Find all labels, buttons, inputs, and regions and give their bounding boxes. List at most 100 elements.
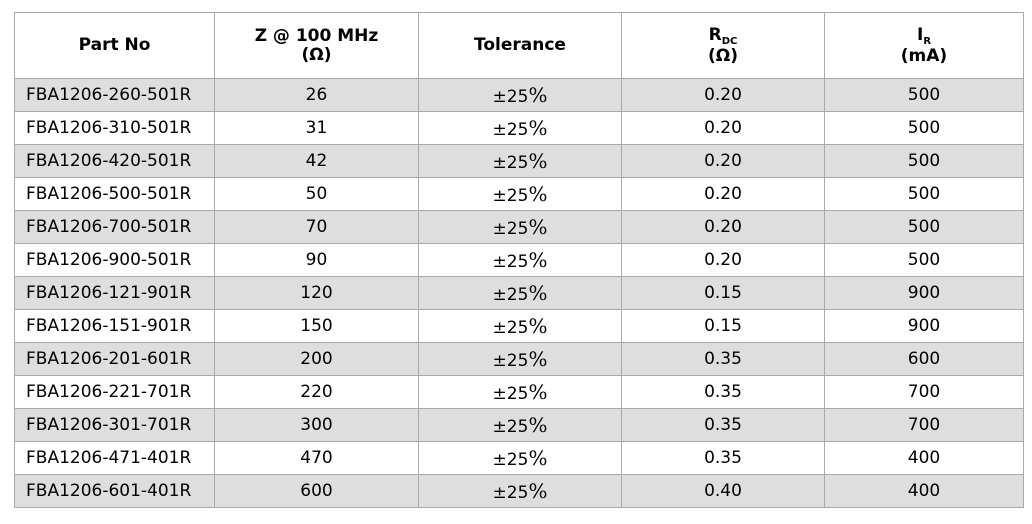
cell-part-no: FBA1206-601-401R — [14, 474, 215, 508]
cell-tolerance: ±25% — [418, 474, 622, 508]
header-rdc-unit: (Ω) — [708, 45, 738, 66]
header-part-no: Part No — [14, 12, 215, 79]
table-body: FBA1206-260-501R 26 ±25% 0.20 500 FBA1206-310… — [14, 78, 1024, 508]
table-row: FBA1206-471-401R 470 ±25% 0.35 400 — [14, 441, 1024, 475]
cell-tolerance: ±25% — [418, 111, 622, 145]
header-rdc: RDC (Ω) — [621, 12, 825, 79]
tolerance-sign: ± — [492, 318, 507, 338]
cell-rdc: 0.15 — [621, 276, 825, 310]
cell-ir: 600 — [824, 342, 1024, 376]
header-row: Part No Z @ 100 MHz (Ω) Tolerance RDC (Ω… — [14, 12, 1024, 79]
tolerance-value: 25 — [506, 186, 529, 206]
table-row: FBA1206-420-501R 42 ±25% 0.20 500 — [14, 144, 1024, 178]
tolerance-value: 25 — [506, 483, 529, 503]
cell-ir: 500 — [824, 177, 1024, 211]
table-row: FBA1206-260-501R 26 ±25% 0.20 500 — [14, 78, 1024, 112]
table-row: FBA1206-700-501R 70 ±25% 0.20 500 — [14, 210, 1024, 244]
table-row: FBA1206-121-901R 120 ±25% 0.15 900 — [14, 276, 1024, 310]
ferrite-bead-spec-table: Part No Z @ 100 MHz (Ω) Tolerance RDC (Ω… — [14, 12, 1024, 508]
tolerance-sign: ± — [492, 417, 507, 437]
header-impedance-label: Z @ 100 MHz — [254, 25, 379, 46]
cell-tolerance: ±25% — [418, 78, 622, 112]
cell-ir: 900 — [824, 276, 1024, 310]
cell-part-no: FBA1206-500-501R — [14, 177, 215, 211]
cell-part-no: FBA1206-121-901R — [14, 276, 215, 310]
tolerance-value: 25 — [506, 417, 529, 437]
cell-rdc: 0.35 — [621, 375, 825, 409]
tolerance-percent: % — [528, 149, 548, 173]
cell-impedance: 50 — [214, 177, 419, 211]
cell-impedance: 26 — [214, 78, 419, 112]
cell-rdc: 0.20 — [621, 177, 825, 211]
header-rdc-subscript: DC — [721, 35, 738, 47]
cell-rdc: 0.20 — [621, 243, 825, 277]
cell-rdc: 0.35 — [621, 342, 825, 376]
table-row: FBA1206-310-501R 31 ±25% 0.20 500 — [14, 111, 1024, 145]
table-row: FBA1206-601-401R 600 ±25% 0.40 400 — [14, 474, 1024, 508]
tolerance-value: 25 — [506, 384, 529, 404]
cell-ir: 900 — [824, 309, 1024, 343]
cell-part-no: FBA1206-310-501R — [14, 111, 215, 145]
cell-ir: 500 — [824, 144, 1024, 178]
cell-rdc: 0.20 — [621, 78, 825, 112]
cell-tolerance: ±25% — [418, 243, 622, 277]
tolerance-percent: % — [528, 248, 548, 272]
tolerance-percent: % — [528, 413, 548, 437]
header-part-no-label: Part No — [78, 35, 151, 55]
header-rdc-symbol: R — [708, 24, 722, 45]
tolerance-value: 25 — [506, 87, 529, 107]
tolerance-sign: ± — [492, 285, 507, 305]
tolerance-sign: ± — [492, 87, 507, 107]
cell-rdc: 0.15 — [621, 309, 825, 343]
header-ir-unit: (mA) — [900, 45, 948, 66]
tolerance-percent: % — [528, 380, 548, 404]
cell-rdc: 0.35 — [621, 408, 825, 442]
tolerance-value: 25 — [506, 219, 529, 239]
cell-tolerance: ±25% — [418, 210, 622, 244]
tolerance-sign: ± — [492, 351, 507, 371]
table-row: FBA1206-900-501R 90 ±25% 0.20 500 — [14, 243, 1024, 277]
cell-ir: 400 — [824, 474, 1024, 508]
cell-part-no: FBA1206-201-601R — [14, 342, 215, 376]
cell-part-no: FBA1206-221-701R — [14, 375, 215, 409]
tolerance-value: 25 — [506, 318, 529, 338]
cell-ir: 400 — [824, 441, 1024, 475]
cell-ir: 500 — [824, 111, 1024, 145]
tolerance-percent: % — [528, 83, 548, 107]
header-ir-symbol: I — [916, 24, 924, 45]
cell-ir: 700 — [824, 408, 1024, 442]
cell-ir: 500 — [824, 78, 1024, 112]
tolerance-sign: ± — [492, 483, 507, 503]
cell-ir: 500 — [824, 243, 1024, 277]
tolerance-sign: ± — [492, 384, 507, 404]
cell-impedance: 600 — [214, 474, 419, 508]
cell-rdc: 0.20 — [621, 111, 825, 145]
tolerance-percent: % — [528, 479, 548, 503]
header-tolerance: Tolerance — [418, 12, 622, 79]
table-header: Part No Z @ 100 MHz (Ω) Tolerance RDC (Ω… — [14, 12, 1024, 79]
tolerance-percent: % — [528, 281, 548, 305]
tolerance-sign: ± — [492, 153, 507, 173]
header-ir: IR (mA) — [824, 12, 1024, 79]
cell-impedance: 150 — [214, 309, 419, 343]
cell-part-no: FBA1206-700-501R — [14, 210, 215, 244]
tolerance-value: 25 — [506, 285, 529, 305]
cell-rdc: 0.20 — [621, 144, 825, 178]
tolerance-sign: ± — [492, 186, 507, 206]
cell-part-no: FBA1206-260-501R — [14, 78, 215, 112]
tolerance-value: 25 — [506, 450, 529, 470]
cell-ir: 500 — [824, 210, 1024, 244]
cell-impedance: 120 — [214, 276, 419, 310]
cell-part-no: FBA1206-471-401R — [14, 441, 215, 475]
cell-tolerance: ±25% — [418, 276, 622, 310]
tolerance-sign: ± — [492, 120, 507, 140]
cell-tolerance: ±25% — [418, 375, 622, 409]
cell-tolerance: ±25% — [418, 342, 622, 376]
cell-tolerance: ±25% — [418, 309, 622, 343]
cell-part-no: FBA1206-420-501R — [14, 144, 215, 178]
table-row: FBA1206-151-901R 150 ±25% 0.15 900 — [14, 309, 1024, 343]
tolerance-sign: ± — [492, 450, 507, 470]
cell-impedance: 70 — [214, 210, 419, 244]
cell-tolerance: ±25% — [418, 144, 622, 178]
cell-impedance: 220 — [214, 375, 419, 409]
